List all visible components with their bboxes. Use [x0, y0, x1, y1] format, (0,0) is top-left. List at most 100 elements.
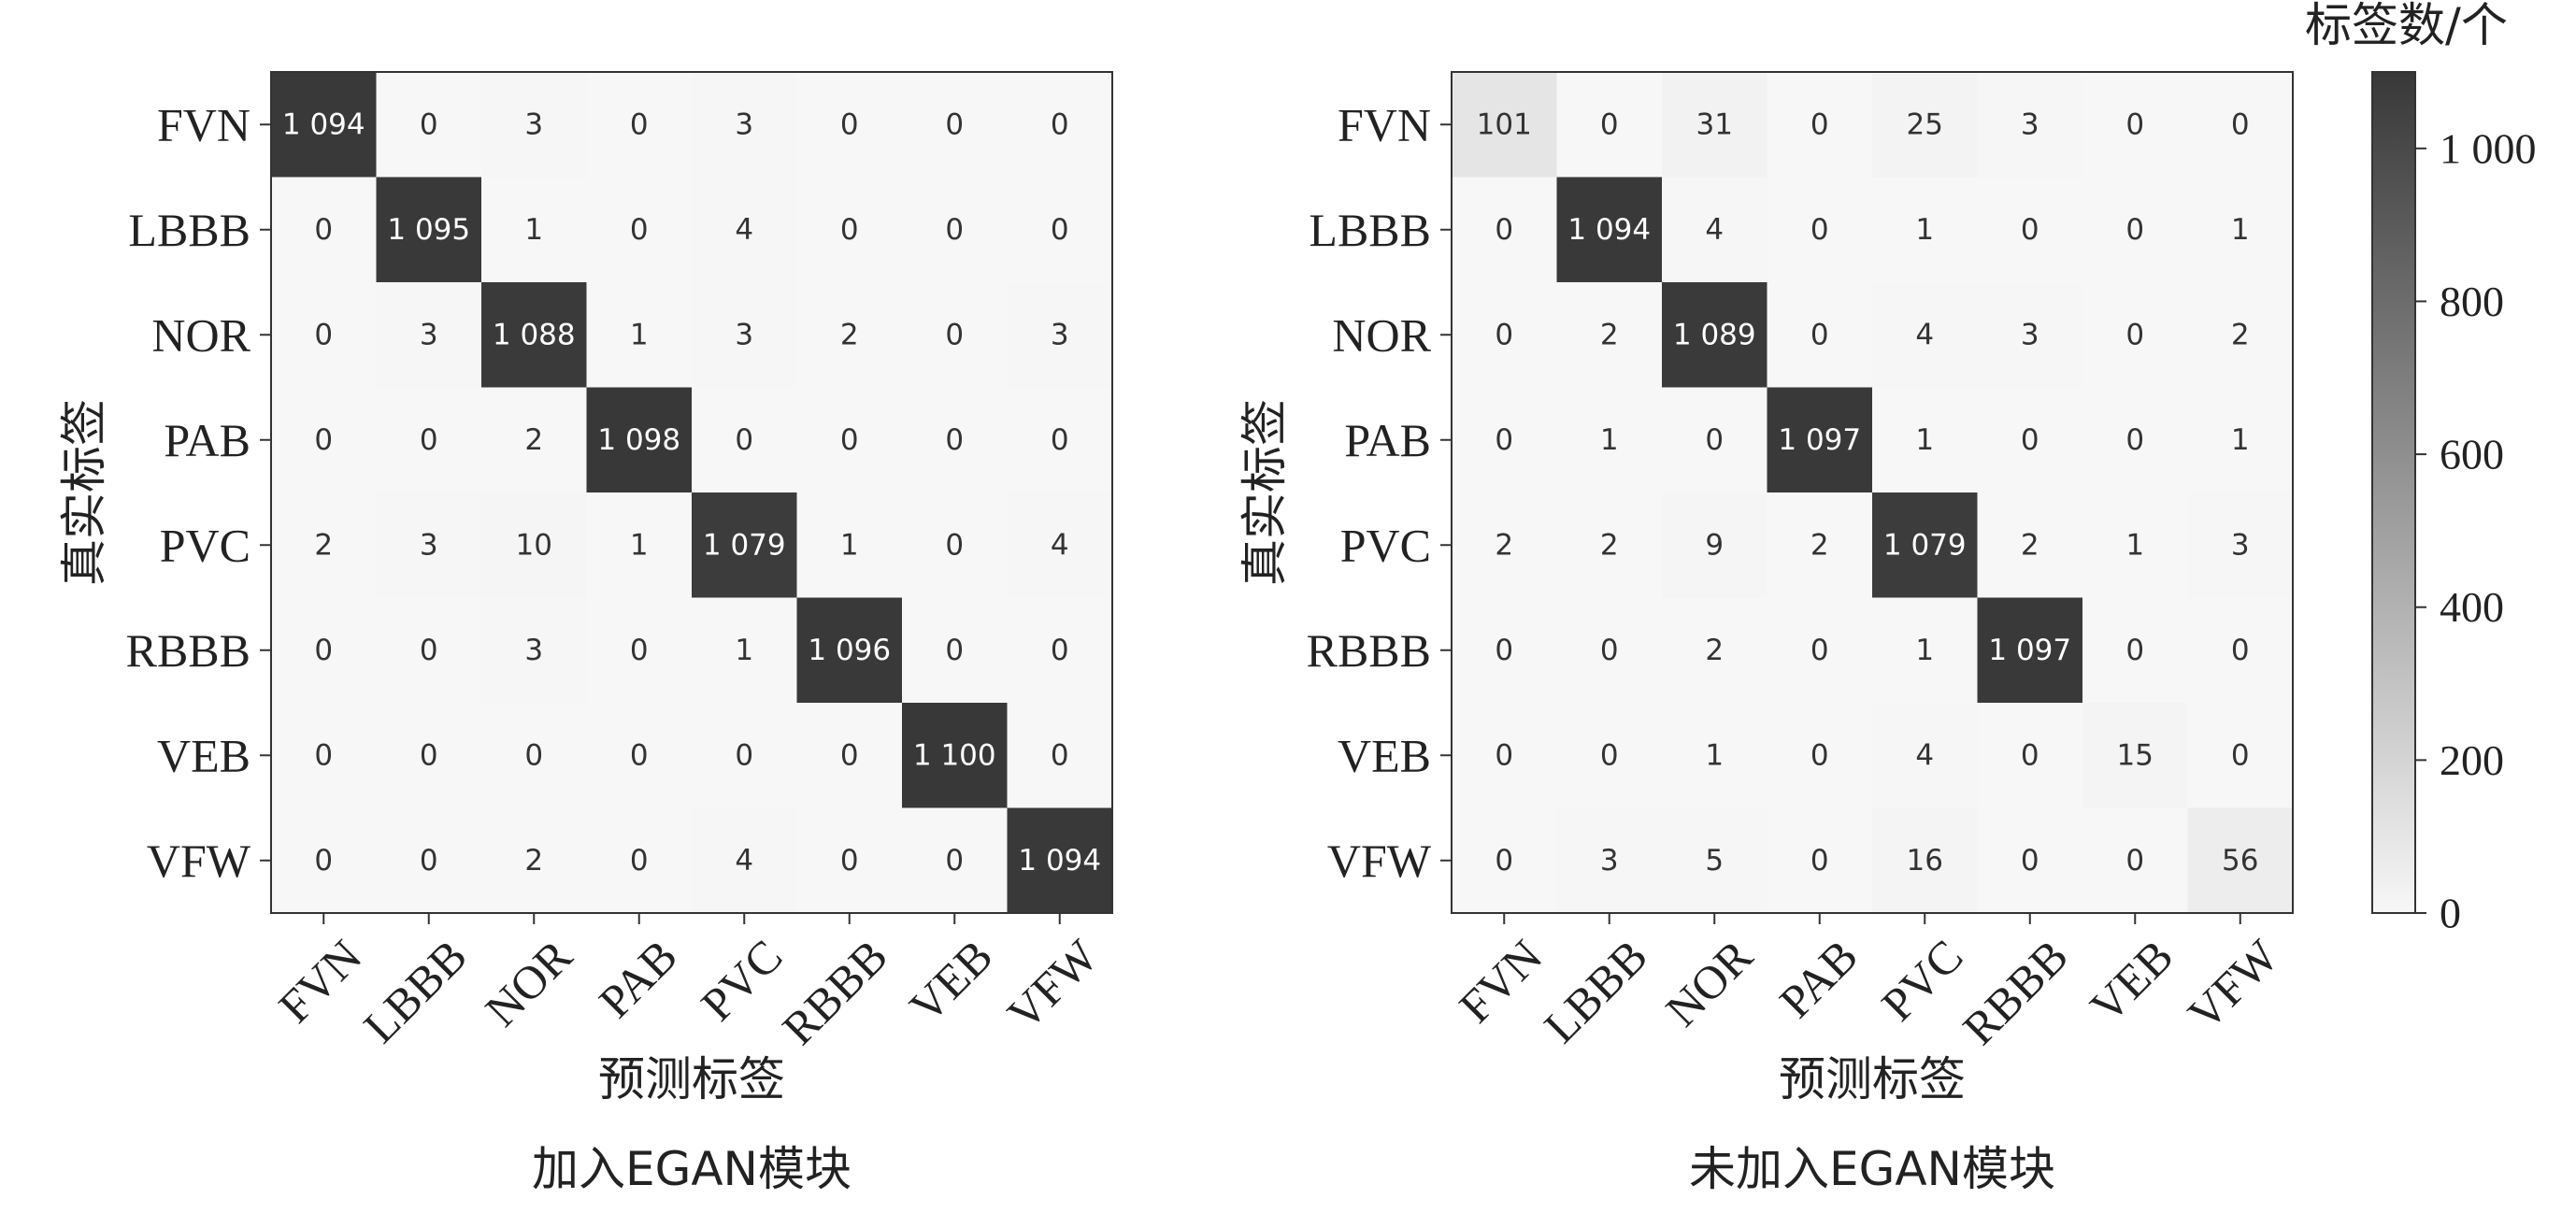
- cell-value-label: 4: [1705, 213, 1724, 247]
- cell-value-label: 1: [2231, 423, 2250, 457]
- matrix-cell: [1767, 72, 1873, 178]
- cell-value-label: 0: [314, 318, 333, 351]
- cell-value-label: 0: [1600, 738, 1619, 772]
- matrix-cell: [1872, 387, 1978, 493]
- cell-value-label: 16: [1907, 844, 1943, 878]
- matrix-cell: [1977, 387, 2083, 493]
- matrix-cell: [2082, 597, 2188, 704]
- cell-value-label: 0: [1810, 213, 1829, 247]
- cell-value-label: 1: [840, 528, 859, 562]
- matrix-frame: [1451, 71, 2294, 914]
- cell-value-label: 1: [630, 528, 649, 562]
- matrix-cell: [586, 492, 693, 598]
- matrix-cell: [271, 72, 377, 178]
- cell-value-label: 0: [630, 107, 649, 141]
- cell-value-label: 2: [1810, 528, 1829, 562]
- matrix-cell: [1872, 597, 1978, 704]
- matrix-cell: [1767, 807, 1873, 914]
- matrix-cell: [1662, 807, 1767, 914]
- matrix-cell: [2082, 387, 2188, 493]
- cell-value-label: 0: [420, 107, 438, 141]
- cell-value-label: 0: [2021, 423, 2039, 457]
- y-tick-label: LBBB: [128, 204, 250, 256]
- matrix-cell: [1662, 703, 1767, 808]
- cell-value-label: 0: [840, 213, 859, 247]
- cell-value-label: 0: [1051, 634, 1069, 667]
- matrix-cell: [271, 387, 377, 493]
- cell-value-label: 3: [735, 318, 753, 351]
- cell-value-label: 0: [420, 738, 438, 772]
- cell-value-label: 3: [2231, 528, 2250, 562]
- cell-value-label: 56: [2222, 844, 2258, 878]
- matrix-cell: [586, 703, 693, 808]
- cell-value-label: 0: [840, 423, 859, 457]
- colorbar-gradient: [2371, 71, 2416, 914]
- cell-value-label: 2: [2231, 318, 2250, 351]
- cell-value-label: 0: [2125, 107, 2144, 141]
- x-tick-label: VEB: [899, 930, 1002, 1033]
- cell-value-label: 1 079: [703, 528, 786, 562]
- cell-value-label: 0: [2231, 634, 2250, 667]
- matrix-cell: [1662, 387, 1767, 493]
- x-axis-title: 预测标签: [598, 1052, 785, 1106]
- cell-value-label: 0: [1810, 107, 1829, 141]
- cell-value-label: 0: [1810, 634, 1829, 667]
- matrix-cell: [1556, 807, 1663, 914]
- matrix-cell: [2082, 72, 2188, 178]
- matrix-cell: [481, 703, 587, 808]
- cell-value-label: 1: [1705, 738, 1724, 772]
- matrix-cell: [271, 597, 377, 704]
- matrix-cell: [692, 387, 797, 493]
- matrix-cell: [902, 703, 1008, 808]
- matrix-cell: [1977, 597, 2083, 704]
- x-tick-label: PAB: [1769, 930, 1868, 1028]
- matrix-cell: [902, 177, 1008, 283]
- matrix-cell: [1007, 387, 1113, 493]
- matrix-cell: [1977, 703, 2083, 808]
- matrix-cell: [1872, 703, 1978, 808]
- matrix-cell: [271, 703, 377, 808]
- cell-value-label: 0: [2125, 213, 2144, 247]
- cell-value-label: 0: [945, 528, 964, 562]
- matrix-cell: [376, 282, 482, 388]
- matrix-cell: [1556, 703, 1663, 808]
- cell-value-label: 2: [840, 318, 859, 351]
- matrix-cell: [692, 703, 797, 808]
- cell-value-label: 2: [1600, 318, 1619, 351]
- matrix-cell: [1662, 72, 1767, 178]
- matrix-cell: [1007, 597, 1113, 704]
- matrix-cell: [1556, 282, 1663, 388]
- cell-value-label: 0: [2125, 634, 2144, 667]
- cell-value-label: 2: [1705, 634, 1724, 667]
- cell-value-label: 0: [1600, 634, 1619, 667]
- matrix-cell: [1007, 72, 1113, 178]
- matrix-cell: [1662, 282, 1767, 388]
- colorbar-tick-label: 200: [2440, 736, 2504, 784]
- cell-value-label: 0: [1495, 634, 1513, 667]
- x-tick-label: VEB: [2080, 930, 2182, 1033]
- matrix-cell: [1007, 703, 1113, 808]
- matrix-cell: [1767, 282, 1873, 388]
- matrix-cell: [271, 807, 377, 914]
- matrix-cell: [796, 387, 903, 493]
- matrix-cell: [2082, 807, 2188, 914]
- matrix-cell: [2082, 703, 2188, 808]
- matrix-cell: [586, 807, 693, 914]
- matrix-cell: [796, 72, 903, 178]
- matrix-cell: [902, 492, 1008, 598]
- cell-value-label: 0: [2021, 738, 2039, 772]
- matrix-cell: [376, 807, 482, 914]
- matrix-cell: [902, 282, 1008, 388]
- cell-value-label: 1: [1915, 213, 1934, 247]
- x-tick-label: NOR: [475, 929, 582, 1036]
- matrix-cell: [692, 597, 797, 704]
- matrix-cell: [1007, 282, 1113, 388]
- confusion-matrix-panel-2: 101 0 31 0 25 3 0 00 1 094 4 0 1 0 0 10 2 1 089 0 4 3 0 20 1 0 1…: [1238, 71, 2294, 1196]
- cell-value-label: 5: [1705, 844, 1724, 878]
- cell-value-label: 1 079: [1883, 528, 1967, 562]
- matrix-cell: [1872, 492, 1978, 598]
- cell-value-label: 0: [2231, 738, 2250, 772]
- matrix-cell: [1556, 72, 1663, 178]
- matrix-cell: [2187, 492, 2294, 598]
